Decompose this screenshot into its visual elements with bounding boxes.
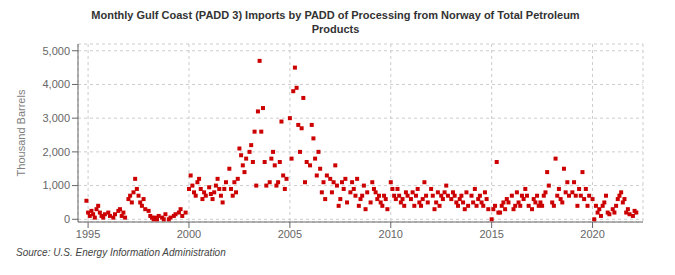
html-text:Monthly Gulf Coast (PADD 3) Im: Monthly Gulf Coast (PADD 3) Imports by P… — [91, 9, 580, 35]
svg-text:1995: 1995 — [76, 228, 100, 240]
svg-text:2,000: 2,000 — [42, 146, 70, 158]
svg-text:2015: 2015 — [479, 228, 503, 240]
svg-text:Thousand Barrels: Thousand Barrels — [15, 89, 27, 176]
svg-text:2005: 2005 — [278, 228, 302, 240]
svg-text:0: 0 — [64, 213, 70, 225]
html-text:Source: U.S. Energy Informatio: Source: U.S. Energy Information Administ… — [16, 247, 226, 258]
svg-text:2020: 2020 — [580, 228, 604, 240]
svg-text:3,000: 3,000 — [42, 112, 70, 124]
svg-text:2000: 2000 — [177, 228, 201, 240]
svg-text:4,000: 4,000 — [42, 78, 70, 90]
svg-text:1,000: 1,000 — [42, 179, 70, 191]
svg-text:5,000: 5,000 — [42, 45, 70, 57]
svg-text:2010: 2010 — [379, 228, 403, 240]
